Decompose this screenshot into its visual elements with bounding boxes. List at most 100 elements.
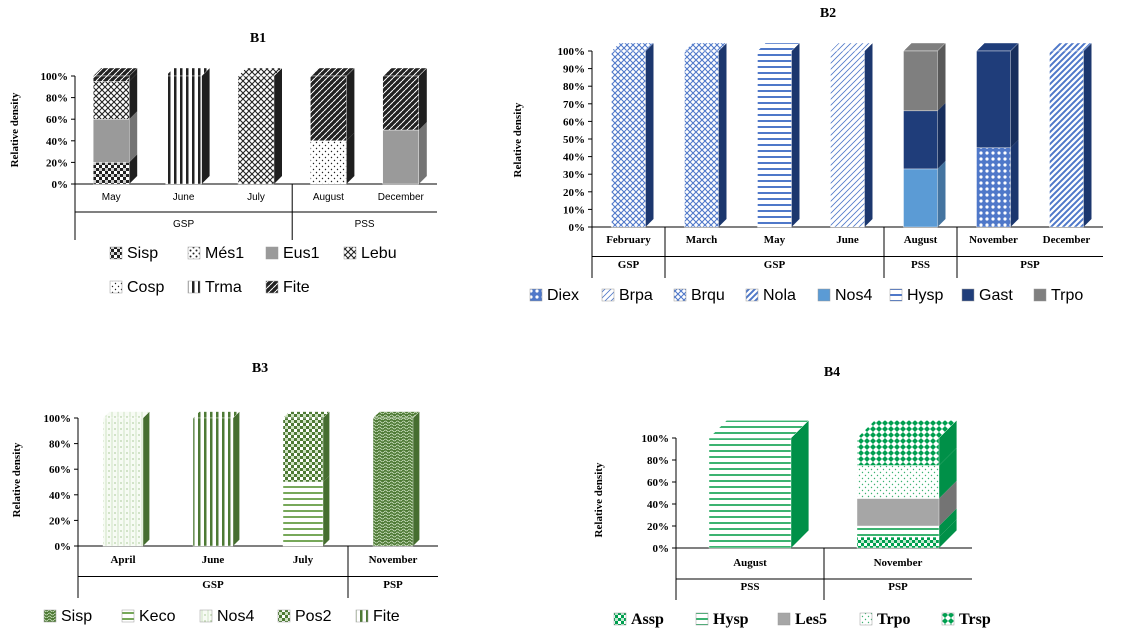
legend-swatch <box>121 609 135 623</box>
legend-label: Fite <box>373 608 400 625</box>
legend-swatch <box>941 612 955 626</box>
x-tick-label: May <box>102 192 121 203</box>
bar-segment-nola-december <box>1049 42 1092 228</box>
legend-label: Assp <box>631 611 664 628</box>
y-axis-label: Relative density <box>11 442 23 517</box>
legend-swatch <box>187 246 201 260</box>
legend-item-fite: Fite <box>355 608 400 625</box>
chart-b1: B1 Relative density 0% 20% 40% 60% 80% 100% GSP P… <box>9 31 437 296</box>
legend-swatch <box>343 246 357 260</box>
legend-label: Nos4 <box>217 608 254 625</box>
y-tick-label: 40% <box>563 152 585 164</box>
y-tick-label: 50% <box>563 134 585 146</box>
legend-item-pos2: Pos2 <box>277 608 332 625</box>
bar-segment-gast-august <box>903 102 946 170</box>
legend-item-brqu: Brqu <box>673 287 725 304</box>
y-tick-label: 90% <box>563 64 585 76</box>
x-tick-label: December <box>378 192 425 203</box>
bar-segment-keco-july <box>282 475 330 547</box>
y-axis-label: Relative density <box>593 462 605 537</box>
chart-title: B2 <box>820 6 836 21</box>
x-group-label: PSP <box>1020 259 1040 271</box>
legend-label: Trpo <box>877 611 910 628</box>
y-axis-label: Relative density <box>512 102 524 177</box>
legend-swatch <box>199 609 213 623</box>
y-tick-label: 20% <box>563 187 585 199</box>
y-tick-label: 60% <box>49 464 71 476</box>
legend-swatch <box>265 280 279 294</box>
legend-item-nola: Nola <box>745 287 796 304</box>
legend-swatch <box>1033 288 1047 302</box>
bar-segment-brpa-june <box>830 42 873 228</box>
legend-item-brpa: Brpa <box>601 287 653 304</box>
legend-item-trpo: Trpo <box>1033 287 1083 304</box>
legend-item-trma: Trma <box>187 279 242 296</box>
legend-item-cosp: Cosp <box>109 279 164 296</box>
y-tick-label: 0% <box>52 179 69 191</box>
bar-segment-trpo-november <box>856 447 957 499</box>
legend-item-gast: Gast <box>961 287 1013 304</box>
legend-label: Pos2 <box>295 608 332 625</box>
x-tick-label: November <box>969 234 1018 246</box>
legend-item-sisp: Sisp <box>43 608 92 625</box>
y-tick-label: 80% <box>49 439 71 451</box>
legend-swatch <box>613 612 627 626</box>
bar-segment-gast-november <box>976 42 1019 149</box>
legend-item-keco: Keco <box>121 608 176 625</box>
x-group-label: GSP <box>618 259 640 271</box>
bar-segment-trpo-august <box>903 42 946 112</box>
legend-swatch <box>43 609 57 623</box>
legend-swatch <box>695 612 709 626</box>
bar-segment-hysp-august <box>708 420 810 549</box>
legend-swatch <box>355 609 369 623</box>
legend-label: Trma <box>205 279 242 296</box>
y-tick-label: 100% <box>41 71 69 83</box>
y-tick-label: 100% <box>558 46 586 58</box>
bar-segment-fite-december <box>382 67 428 131</box>
legend-item-diex: Diex <box>529 287 579 304</box>
bar-segment-cosp-august <box>310 132 355 185</box>
x-tick-label: August <box>313 192 344 203</box>
legend-swatch <box>529 288 543 302</box>
x-group-label: PSP <box>888 581 908 593</box>
y-tick-label: 20% <box>647 521 669 533</box>
y-tick-label: 100% <box>44 413 72 425</box>
x-group-label: GSP <box>202 579 224 591</box>
bar-segment-brqu-february <box>611 42 654 228</box>
bar-segment-lebu-may <box>92 73 138 120</box>
x-tick-label: August <box>733 557 767 569</box>
legend-swatch <box>817 288 831 302</box>
y-tick-label: 80% <box>563 81 585 93</box>
y-tick-label: 20% <box>49 515 71 527</box>
chart-title: B4 <box>824 365 840 380</box>
legend-label: Brpa <box>619 287 653 304</box>
legend-label: Més1 <box>205 245 244 262</box>
bar-segment-trma-june <box>165 67 211 185</box>
legend-swatch <box>265 246 279 260</box>
x-tick-label: June <box>173 192 195 203</box>
legend-label: Fite <box>283 279 310 296</box>
y-axis-label: Relative density <box>9 92 21 167</box>
legend-swatch <box>601 288 615 302</box>
y-tick-label: 80% <box>647 455 669 467</box>
y-tick-label: 100% <box>642 433 670 445</box>
y-tick-label: 60% <box>46 114 68 126</box>
legend-item-eus1: Eus1 <box>265 245 320 262</box>
x-tick-label: November <box>369 554 418 566</box>
legend-label: Hysp <box>713 611 749 628</box>
y-tick-label: 40% <box>647 499 669 511</box>
legend-label: Sisp <box>61 608 92 625</box>
legend-item-nos4: Nos4 <box>817 287 872 304</box>
legend-item-les5: Les5 <box>777 611 827 628</box>
chart-b3: B3 Relative density 0% 20% 40% 60% 80% 100% GSP P… <box>11 361 438 625</box>
x-group-label: PSS <box>355 219 375 230</box>
bar-segment-eus1-may <box>92 111 138 163</box>
legend-swatch <box>859 612 873 626</box>
legend-item-assp: Assp <box>613 611 664 628</box>
chart-title: B1 <box>250 31 266 46</box>
legend-swatch <box>187 280 201 294</box>
legend-swatch <box>777 612 791 626</box>
x-group-label: PSP <box>383 579 403 591</box>
bar-segment-lebu-july <box>237 67 283 185</box>
x-tick-label: July <box>247 192 265 203</box>
